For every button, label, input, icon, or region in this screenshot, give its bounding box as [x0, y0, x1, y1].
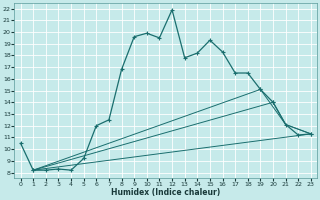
- X-axis label: Humidex (Indice chaleur): Humidex (Indice chaleur): [111, 188, 220, 197]
